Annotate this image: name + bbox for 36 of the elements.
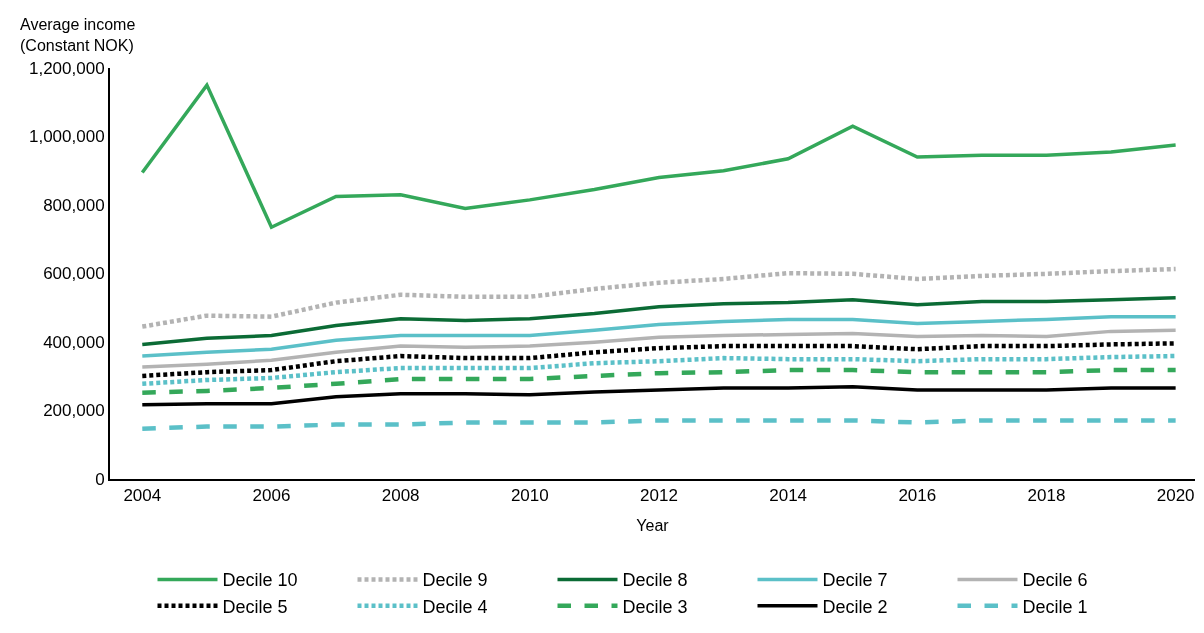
legend-label: Decile 3 xyxy=(622,596,688,617)
y-tick-label: 0 xyxy=(95,469,105,489)
line-series xyxy=(140,314,1178,358)
x-tick-label: 2008 xyxy=(381,486,420,506)
y-tick-label: 400,000 xyxy=(43,332,105,352)
line-series xyxy=(140,367,1178,395)
line-series xyxy=(140,296,1178,347)
line-series xyxy=(140,328,1178,369)
x-tick-label: 2020 xyxy=(1156,486,1195,506)
y-tick-label: 1,000,000 xyxy=(28,127,105,147)
line-series xyxy=(140,266,1178,329)
legend-label: Decile 7 xyxy=(822,570,888,591)
x-axis-title: Year xyxy=(636,516,670,534)
y-tick-label: 200,000 xyxy=(43,401,105,421)
y-tick-label: 1,200,000 xyxy=(28,58,105,78)
x-tick-label: 2006 xyxy=(252,486,291,506)
x-tick-label: 2012 xyxy=(640,486,678,506)
line-series xyxy=(140,418,1178,431)
line-series xyxy=(140,83,1178,230)
x-tick-label: 2018 xyxy=(1027,486,1066,506)
legend-label: Decile 10 xyxy=(222,570,298,591)
legend-label: Decile 2 xyxy=(822,596,888,617)
y-tick-label: 800,000 xyxy=(43,195,105,215)
legend-label: Decile 6 xyxy=(1022,570,1088,591)
x-tick-label: 2010 xyxy=(510,486,549,506)
x-tick-label: 2016 xyxy=(898,486,937,506)
legend-label: Decile 4 xyxy=(422,596,488,617)
legend-label: Decile 1 xyxy=(1022,596,1088,617)
legend-label: Decile 8 xyxy=(622,570,688,591)
x-tick-label: 2004 xyxy=(123,486,162,506)
x-tick-label: 2014 xyxy=(769,486,808,506)
legend-label: Decile 9 xyxy=(422,570,488,591)
y-tick-label: 600,000 xyxy=(43,264,105,284)
line-series xyxy=(140,385,1178,407)
legend-label: Decile 5 xyxy=(222,596,288,617)
y-axis-title: Average income (Constant NOK) xyxy=(20,16,136,54)
